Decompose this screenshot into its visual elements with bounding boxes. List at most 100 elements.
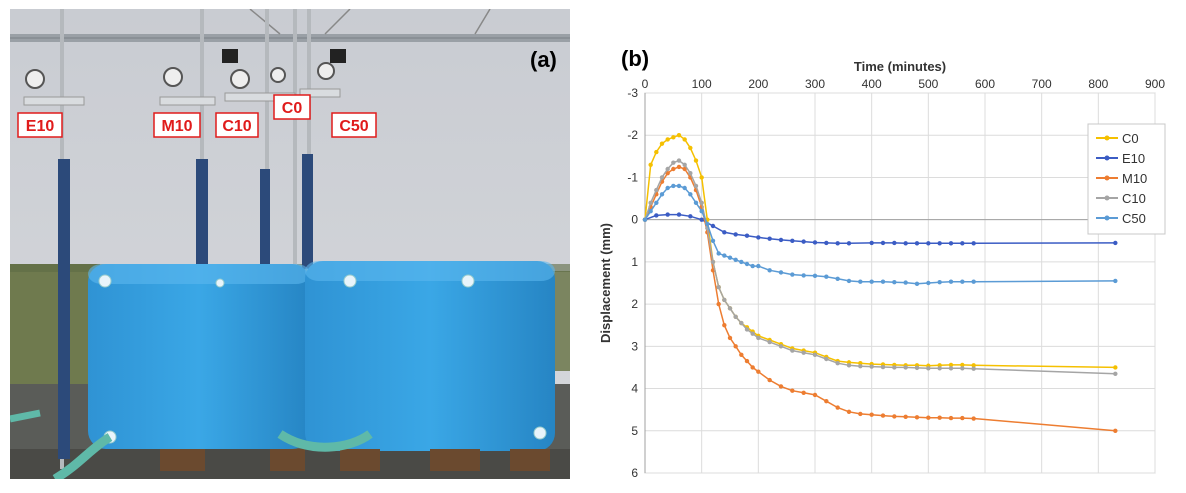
data-point [659, 141, 665, 146]
data-point [699, 217, 704, 222]
data-point [880, 279, 886, 284]
panel-label-a: (a) [530, 47, 557, 72]
legend-label: E10 [1122, 151, 1145, 166]
series-c50 [642, 183, 1118, 287]
data-point [835, 361, 840, 366]
data-point [1113, 371, 1118, 376]
data-point [948, 366, 954, 371]
data-point [914, 365, 920, 371]
data-point [699, 200, 704, 205]
gauge-label-c0: C0 [273, 94, 311, 120]
x-tick-label: 400 [862, 77, 882, 91]
data-point [937, 415, 942, 420]
rod-c10 [265, 9, 269, 309]
data-point [914, 281, 920, 287]
data-point [688, 145, 693, 151]
data-point [693, 200, 699, 205]
legend-item-m10: M10 [1096, 171, 1147, 186]
legend-label: C0 [1122, 131, 1139, 146]
data-point [846, 278, 852, 284]
data-point [914, 241, 920, 246]
data-point [654, 213, 659, 218]
data-point [846, 363, 852, 368]
y-tick-label: 0 [631, 213, 638, 227]
data-point [812, 352, 818, 357]
data-point [971, 363, 976, 368]
data-point [676, 164, 682, 170]
svg-text:C50: C50 [339, 118, 368, 135]
data-point [824, 240, 829, 246]
data-point [744, 233, 750, 238]
data-point [937, 279, 942, 285]
legend-item-c50: C50 [1096, 211, 1146, 226]
y-tick-label: 3 [631, 339, 638, 353]
x-tick-label: 700 [1032, 77, 1052, 91]
legend-label: M10 [1122, 171, 1147, 186]
x-tick-label: 300 [805, 77, 825, 91]
data-point [926, 280, 931, 286]
data-point [869, 279, 874, 284]
series-line-c50 [644, 185, 1116, 285]
data-point [892, 279, 897, 285]
chart-panel: (b) Time (minutes) Displacement (mm) 0 10… [580, 0, 1186, 488]
data-point [778, 270, 784, 275]
gauge-label-c10: C10 [215, 112, 259, 138]
data-point [671, 183, 676, 189]
legend-marker [1104, 175, 1110, 181]
data-point [716, 251, 721, 256]
data-point [801, 239, 806, 244]
data-point [654, 149, 659, 155]
data-point [801, 350, 806, 355]
data-point [880, 240, 886, 246]
hose-left [52, 433, 113, 483]
data-point [824, 274, 829, 279]
series-line-m10 [644, 166, 1116, 432]
data-point [812, 240, 818, 245]
data-point [767, 377, 772, 383]
legend-label: C10 [1122, 191, 1146, 206]
data-point [948, 362, 954, 368]
data-point [937, 241, 942, 246]
data-point [756, 335, 761, 341]
series-m10 [642, 164, 1118, 433]
data-point [665, 137, 670, 142]
data-point [739, 320, 744, 326]
legend-label: C50 [1122, 211, 1146, 226]
data-point [733, 257, 738, 262]
data-point [744, 261, 750, 267]
data-point [948, 415, 954, 421]
data-point [682, 185, 687, 191]
dial-gauge-c10 [222, 49, 296, 102]
data-point [971, 416, 976, 421]
data-point [693, 158, 699, 163]
data-point [790, 272, 795, 277]
data-point [665, 185, 670, 191]
x-tick-label: 800 [1088, 77, 1108, 91]
data-point [727, 255, 733, 260]
data-point [739, 259, 744, 265]
legend-marker [1104, 135, 1110, 141]
standpipe-c50 [302, 154, 313, 269]
gauge-label-m10: M10 [153, 112, 201, 138]
data-point [926, 415, 931, 420]
y-tick-label: -1 [627, 170, 638, 184]
data-point [676, 212, 682, 217]
data-point [654, 187, 659, 193]
data-point [722, 230, 727, 235]
data-point [790, 348, 795, 353]
x-tick-label: 100 [692, 77, 712, 91]
data-point [926, 241, 931, 246]
data-point [1113, 240, 1118, 246]
data-point [812, 392, 818, 398]
data-point [671, 135, 676, 140]
series-line-e10 [644, 213, 1116, 245]
svg-text:E10: E10 [26, 118, 55, 135]
data-point [971, 279, 976, 284]
data-point [960, 362, 965, 368]
series-line-c10 [644, 159, 1116, 375]
y-tick-label: -3 [627, 86, 638, 100]
data-point [858, 363, 863, 369]
legend-marker [1104, 215, 1110, 221]
series [642, 133, 1118, 433]
data-point [710, 259, 716, 265]
